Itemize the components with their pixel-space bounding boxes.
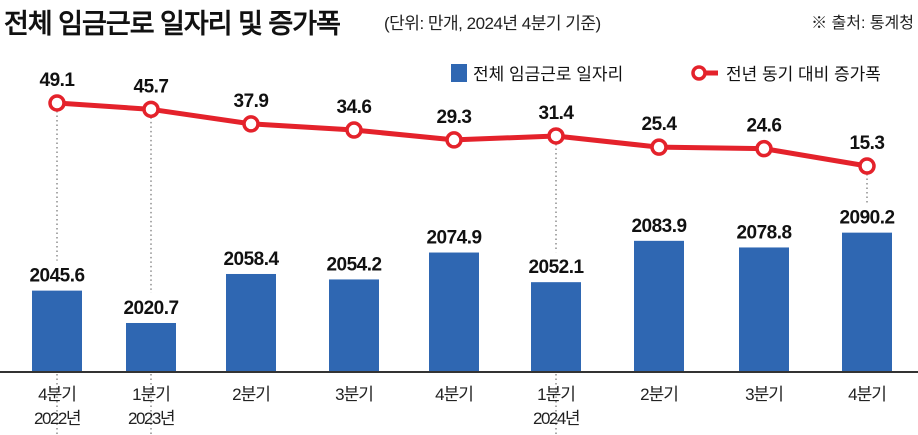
bar xyxy=(329,279,379,372)
line-value-label: 15.3 xyxy=(850,133,885,154)
x-tick-label: 4분기 xyxy=(38,385,76,404)
source-note: ※ 출처: 통계청 xyxy=(811,15,914,32)
line-value-label: 25.4 xyxy=(642,114,678,135)
bar-value-label: 2058.4 xyxy=(223,249,279,270)
x-tick-label: 2분기 xyxy=(232,385,270,404)
line-point xyxy=(142,100,160,119)
x-tick-label: 1분기 xyxy=(537,385,575,404)
bar xyxy=(634,240,684,372)
x-tick-label: 4분기 xyxy=(848,385,886,404)
x-tick-label: 3분기 xyxy=(335,385,373,404)
x-year-label: 2023년 xyxy=(128,409,174,428)
x-tick-label: 2분기 xyxy=(640,385,678,404)
x-year-label: 2024년 xyxy=(533,409,579,428)
legend-line-label: 전년 동기 대비 증가폭 xyxy=(726,65,881,84)
x-tick-label: 3분기 xyxy=(745,385,783,404)
legend-bar: 전체 임금근로 일자리 xyxy=(451,60,623,85)
bar xyxy=(126,322,176,372)
line-value-label: 29.3 xyxy=(437,107,472,128)
bar xyxy=(226,273,276,372)
bar-value-label: 2052.1 xyxy=(528,257,584,278)
bar-value-label: 2083.9 xyxy=(631,216,686,237)
page-title: 전체 임금근로 일자리 및 증가폭 xyxy=(4,9,341,39)
line-point xyxy=(345,121,363,139)
bar-value-label: 2074.9 xyxy=(426,228,481,249)
legend-line-marker xyxy=(691,64,718,81)
line-value-label: 49.1 xyxy=(40,70,76,91)
bar-value-label: 2090.2 xyxy=(839,208,894,229)
line-point xyxy=(445,131,463,149)
line-value-label: 24.6 xyxy=(747,116,782,137)
x-tick-label: 1분기 xyxy=(132,385,170,404)
bar-value-label: 2054.2 xyxy=(326,254,381,275)
line-value-label: 37.9 xyxy=(234,91,269,112)
bar xyxy=(739,247,789,372)
bar xyxy=(429,252,479,372)
line-point xyxy=(242,115,260,133)
bar-value-label: 2020.7 xyxy=(123,298,178,319)
subtitle: (단위: 만개, 2024년 4분기 기준) xyxy=(384,14,601,33)
line-point xyxy=(858,157,876,175)
bar xyxy=(32,290,82,372)
bar-value-label: 2078.8 xyxy=(736,222,791,243)
bar xyxy=(531,282,581,372)
bar xyxy=(842,232,892,372)
x-year-label: 2022년 xyxy=(34,409,80,428)
line-point xyxy=(650,138,668,156)
legend-bar-label: 전체 임금근로 일자리 xyxy=(473,65,624,84)
line-value-label: 34.6 xyxy=(337,97,372,118)
line-point xyxy=(547,127,565,145)
line-value-label: 31.4 xyxy=(539,103,575,124)
legend-bar-swatch xyxy=(451,63,467,82)
x-tick-label: 4분기 xyxy=(435,385,473,404)
bar-value-label: 2045.6 xyxy=(29,266,84,287)
legend-line: 전년 동기 대비 증가폭 xyxy=(690,60,881,85)
line-point xyxy=(755,139,773,158)
line-point xyxy=(48,94,66,112)
line-value-label: 45.7 xyxy=(134,76,169,97)
